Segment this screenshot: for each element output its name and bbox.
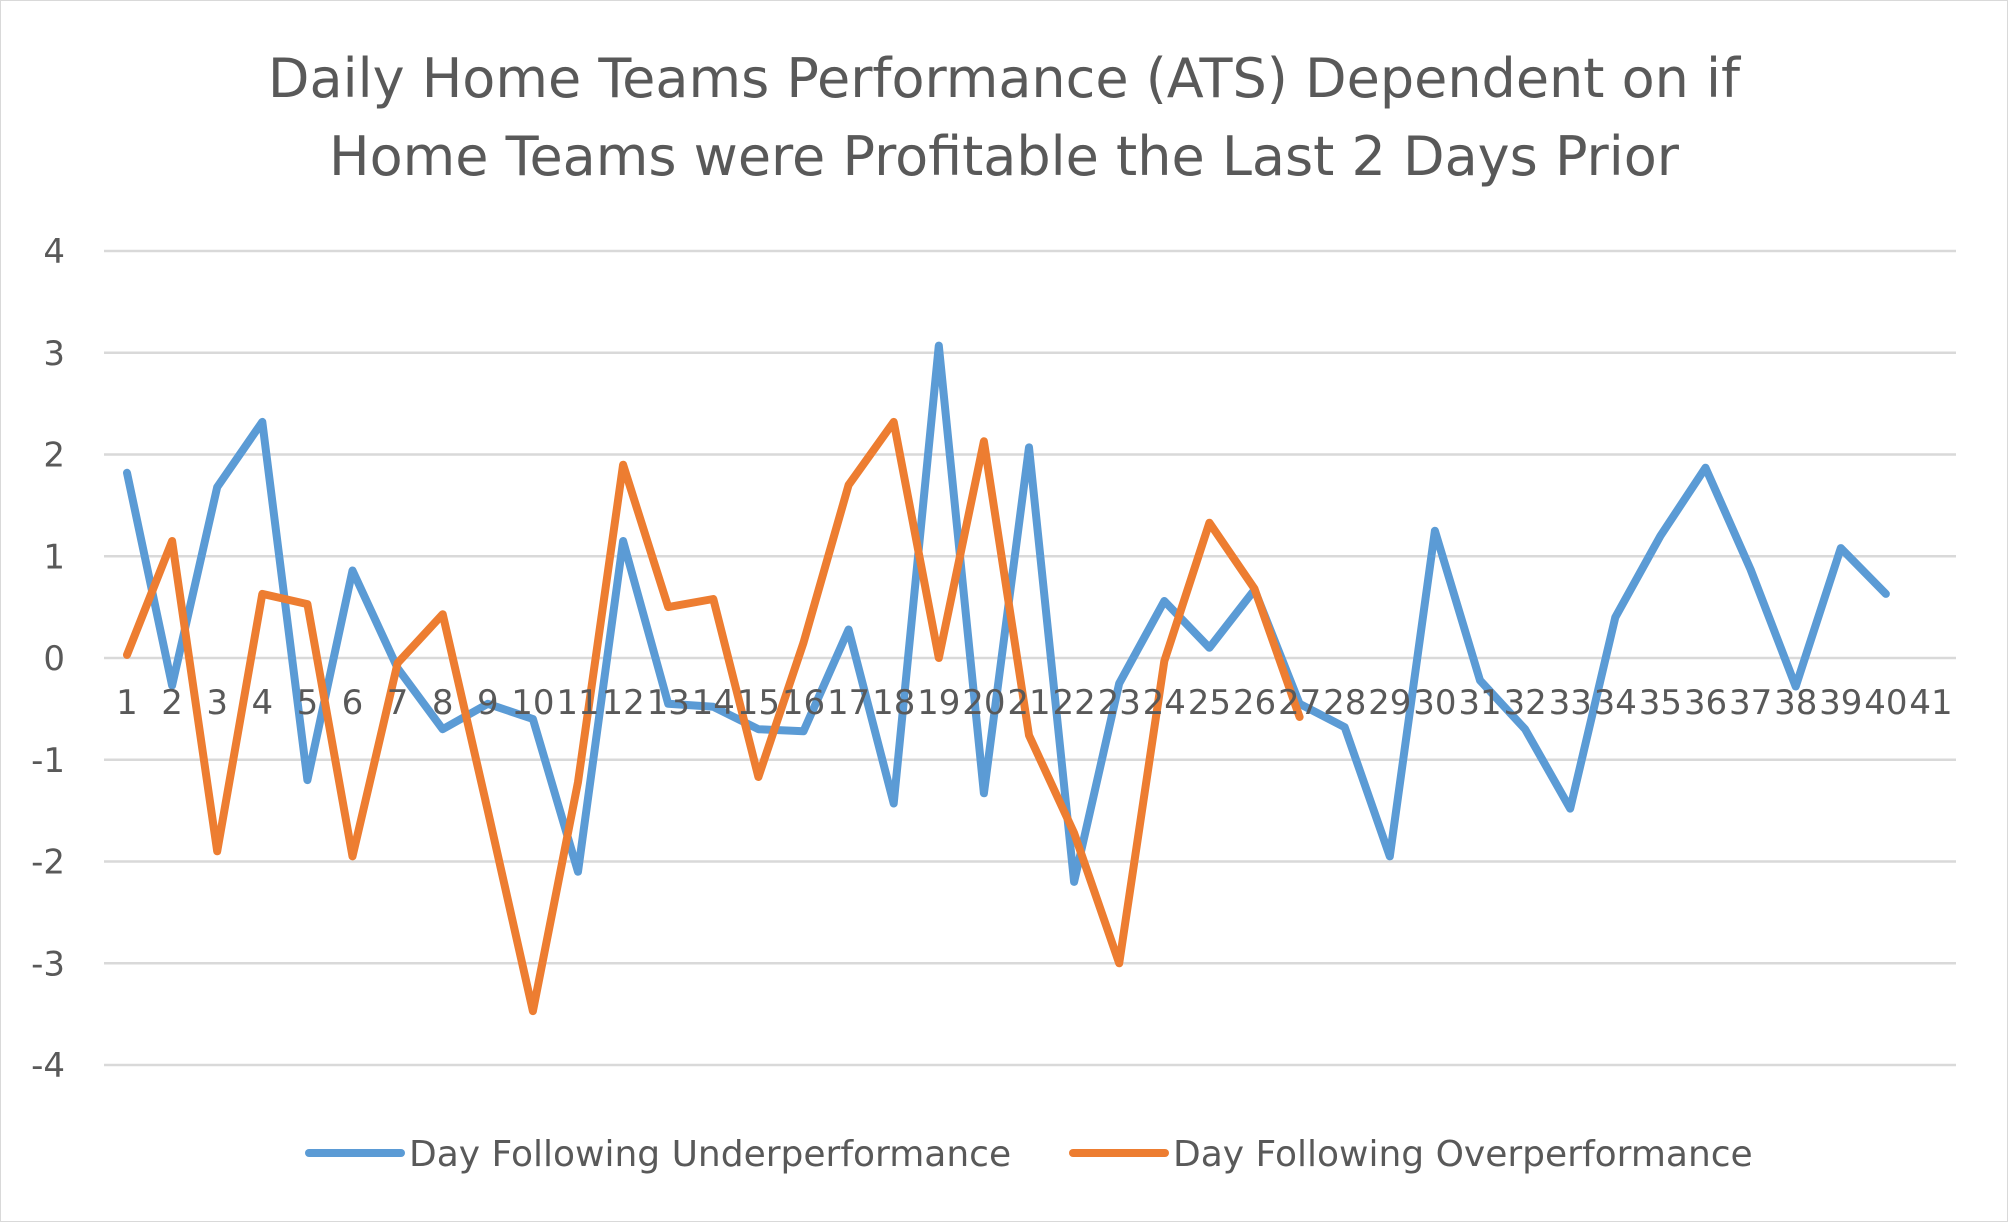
x-axis-tick-labels: 1 2 3 4 5 6 7 8 9 10 11 12 13 14 15 16 17 18 19 20 21 22 23 24 2… — [116, 683, 1952, 723]
x-tick-label: 29 — [1368, 683, 1411, 723]
x-tick-label: 40 — [1864, 683, 1907, 723]
y-tick-label: -2 — [31, 843, 65, 883]
x-tick-label: 22 — [1052, 683, 1095, 723]
x-tick-label: 33 — [1549, 683, 1592, 723]
chart-title: Daily Home Teams Performance (ATS) Depen… — [268, 47, 1742, 188]
x-tick-label: 1 — [116, 683, 138, 723]
x-tick-label: 21 — [1007, 683, 1050, 723]
x-tick-label: 32 — [1503, 683, 1546, 723]
x-tick-label: 5 — [297, 683, 319, 723]
x-tick-label: 4 — [251, 683, 273, 723]
x-tick-label: 10 — [511, 683, 554, 723]
x-tick-label: 26 — [1233, 683, 1276, 723]
legend: Day Following Underperformance Day Follow… — [305, 1134, 1753, 1175]
y-tick-label: 3 — [43, 334, 65, 374]
x-tick-label: 30 — [1413, 683, 1456, 723]
y-tick-label: 1 — [43, 537, 65, 577]
x-tick-label: 36 — [1684, 683, 1727, 723]
x-tick-label: 13 — [647, 683, 690, 723]
x-tick-label: 25 — [1188, 683, 1231, 723]
x-tick-label: 3 — [206, 683, 228, 723]
legend-label-2: Day Following Overperformance — [1173, 1134, 1753, 1175]
x-tick-label: 18 — [872, 683, 915, 723]
x-tick-label: 17 — [827, 683, 870, 723]
x-tick-label: 23 — [1098, 683, 1141, 723]
x-tick-label: 20 — [962, 683, 1005, 723]
x-tick-label: 24 — [1143, 683, 1186, 723]
x-tick-label: 28 — [1323, 683, 1366, 723]
x-tick-label: 19 — [917, 683, 960, 723]
series-line-1 — [123, 341, 1890, 886]
x-tick-label: 38 — [1774, 683, 1817, 723]
y-tick-label: -3 — [31, 944, 65, 984]
x-tick-label: 8 — [432, 683, 454, 723]
x-tick-label: 34 — [1594, 683, 1637, 723]
chart-title-line-1: Daily Home Teams Performance (ATS) Depen… — [268, 47, 1742, 110]
x-tick-label: 2 — [161, 683, 183, 723]
legend-label-1: Day Following Underperformance — [409, 1134, 1011, 1175]
x-tick-label: 41 — [1909, 683, 1952, 723]
x-tick-label: 12 — [601, 683, 644, 723]
series-lines — [123, 341, 1890, 1016]
y-tick-label: 2 — [43, 436, 65, 476]
x-tick-label: 14 — [692, 683, 735, 723]
x-tick-label: 9 — [477, 683, 499, 723]
x-tick-label: 27 — [1278, 683, 1321, 723]
y-tick-label: -1 — [31, 741, 65, 781]
chart-title-line-2: Home Teams were Profitable the Last 2 Da… — [329, 125, 1680, 188]
x-tick-label: 7 — [387, 683, 409, 723]
y-axis-tick-labels: 4 3 2 1 0 -1 -2 -3 -4 — [31, 232, 65, 1086]
x-tick-label: 16 — [782, 683, 825, 723]
x-tick-label: 39 — [1819, 683, 1862, 723]
x-tick-label: 37 — [1729, 683, 1772, 723]
x-tick-label: 35 — [1639, 683, 1682, 723]
series-line-2 — [123, 417, 1304, 1016]
x-tick-label: 15 — [737, 683, 780, 723]
y-tick-label: -4 — [31, 1046, 65, 1086]
y-tick-label: 4 — [43, 232, 65, 272]
gridlines — [104, 249, 1956, 1067]
y-tick-label: 0 — [43, 639, 65, 679]
x-tick-label: 11 — [556, 683, 599, 723]
x-tick-label: 31 — [1458, 683, 1501, 723]
x-tick-label: 6 — [342, 683, 364, 723]
